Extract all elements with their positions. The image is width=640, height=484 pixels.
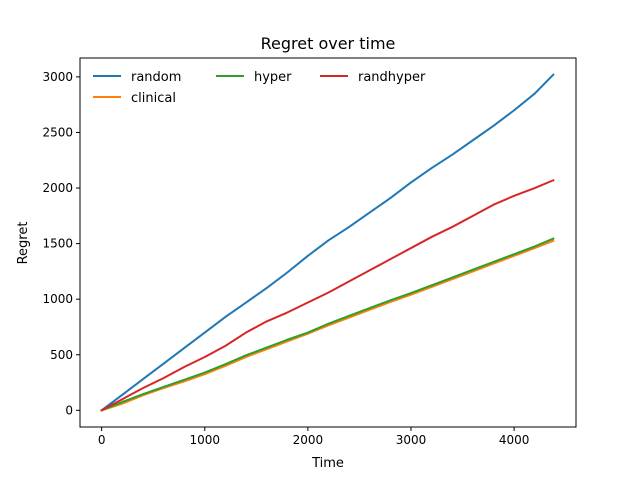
x-tick-label: 3000	[396, 433, 427, 447]
x-tick-label: 1000	[189, 433, 220, 447]
chart-title: Regret over time	[261, 34, 396, 53]
series-line-randhyper	[100, 178, 555, 412]
y-tick-label: 1500	[42, 237, 73, 251]
x-tick-label: 0	[98, 433, 106, 447]
plot-lines	[100, 73, 555, 412]
y-axis-label: Regret	[16, 222, 31, 265]
y-axis: 0 500 1000 1500 2000 2500 3000	[42, 70, 80, 417]
y-tick-label: 500	[50, 348, 73, 362]
y-tick-label: 2500	[42, 125, 73, 139]
x-axis: 0 1000 2000 3000 4000	[98, 427, 530, 447]
y-tick-label: 2000	[42, 181, 73, 195]
legend: random clinical hyper randhyper	[93, 70, 426, 106]
x-tick-label: 4000	[499, 433, 530, 447]
plot-frame	[79, 57, 577, 428]
series-line-random	[100, 73, 555, 412]
y-tick-label: 1000	[42, 292, 73, 306]
y-tick-label: 0	[65, 403, 73, 417]
series-line-hyper	[100, 237, 555, 412]
series-line-clinical	[100, 239, 555, 412]
legend-label-randhyper: randhyper	[358, 70, 426, 85]
legend-label-hyper: hyper	[254, 70, 292, 85]
y-tick-label: 3000	[42, 70, 73, 84]
x-tick-label: 2000	[293, 433, 324, 447]
legend-label-random: random	[131, 70, 181, 85]
legend-label-clinical: clinical	[131, 91, 176, 106]
x-axis-label: Time	[311, 456, 344, 471]
